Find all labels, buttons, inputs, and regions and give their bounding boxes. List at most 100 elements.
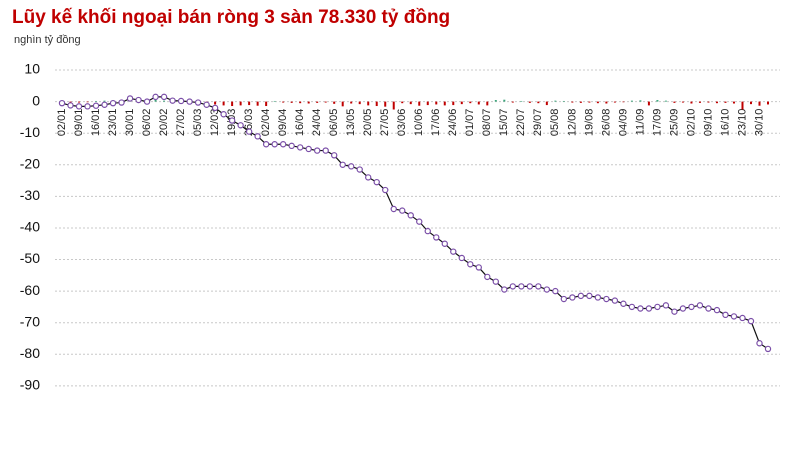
daily-bar [469,101,472,104]
x-tick-label: 30/10 [753,109,765,137]
point-marker [688,303,695,311]
daily-bar [273,100,276,102]
daily-bar [588,101,591,103]
daily-bar [724,101,727,103]
daily-bar [681,101,684,103]
point-marker [654,303,661,311]
x-tick-label: 09/10 [702,109,714,137]
chart-subtitle: nghìn tỷ đồng [14,34,81,46]
x-tick-label: 02/01 [56,109,68,137]
daily-bar [715,101,718,104]
x-tick-label: 23/01 [107,109,119,137]
point-marker [535,283,542,290]
daily-bar [282,101,285,103]
point-marker [671,308,678,315]
point-marker [169,97,176,104]
daily-bar [503,99,506,102]
daily-bar [256,101,259,106]
x-tick-label: 20/02 [158,109,170,137]
daily-bar [579,101,582,103]
daily-bar [231,101,234,107]
point-marker [484,273,491,281]
point-marker [152,93,159,101]
x-tick-label: 12/03 [209,109,221,137]
point-marker [747,317,755,325]
x-tick-label: 17/09 [651,109,663,137]
point-marker [177,97,185,105]
point-marker [713,306,721,314]
daily-bar [341,101,344,107]
daily-bar [741,101,744,110]
daily-bar [299,101,302,104]
x-tick-label: 10/06 [413,109,425,137]
point-marker [501,286,508,293]
daily-bar [656,100,659,102]
point-marker [348,163,355,170]
point-marker [509,283,517,290]
x-tick-label: 16/10 [719,109,731,137]
point-marker [339,161,346,168]
daily-bar [401,101,404,104]
point-marker [637,305,644,312]
daily-bar [367,101,370,106]
x-tick-label: 27/02 [175,109,187,137]
point-marker [399,207,406,214]
point-marker [645,305,653,312]
daily-bar [239,101,242,106]
x-tick-label: 16/04 [294,109,306,137]
daily-bar [443,101,446,106]
point-marker [382,186,389,194]
daily-bar [78,101,81,103]
x-tick-label: 30/01 [124,109,136,137]
x-tick-label: 13/05 [345,109,357,137]
y-tick-label: -20 [20,155,40,171]
daily-bar [418,101,421,106]
x-tick-label: 04/09 [617,109,629,137]
y-tick-label: -90 [20,377,40,393]
point-marker [101,101,108,108]
point-marker [296,144,304,151]
point-marker [279,141,287,148]
point-marker [594,294,602,301]
daily-bar [528,101,531,103]
point-marker [203,101,210,108]
daily-bar [767,101,769,105]
daily-bar [494,100,497,102]
x-tick-label: 16/01 [90,109,102,137]
point-marker [313,147,321,154]
daily-bar [486,101,489,106]
point-marker [84,103,91,110]
point-marker [611,297,619,304]
daily-bar [758,101,761,106]
point-marker [109,99,117,107]
x-tick-label: 19/08 [583,109,595,137]
x-tick-label: 01/07 [464,109,476,137]
point-marker [228,117,236,124]
daily-bar [520,100,523,102]
point-marker [662,302,670,309]
daily-bar [732,101,735,104]
x-tick-label: 17/06 [430,109,442,137]
daily-bar [86,101,89,103]
daily-bar [375,101,378,107]
point-marker [262,141,270,148]
point-marker [390,205,397,213]
y-tick-label: -30 [20,187,40,203]
point-marker [67,102,74,109]
y-tick-label: -40 [20,219,40,235]
point-marker [237,122,244,129]
daily-bar [248,101,251,106]
point-marker [58,99,66,107]
x-tick-label: 27/05 [379,109,391,137]
point-marker [526,283,534,290]
point-marker [518,283,525,290]
x-tick-label: 05/03 [192,109,204,137]
daily-bar [647,101,650,106]
point-marker [194,99,202,106]
point-marker [441,240,448,247]
point-marker [492,278,500,285]
x-tick-label: 25/09 [668,109,680,137]
point-marker [245,128,253,135]
point-marker [365,174,372,181]
daily-bar [613,101,616,103]
